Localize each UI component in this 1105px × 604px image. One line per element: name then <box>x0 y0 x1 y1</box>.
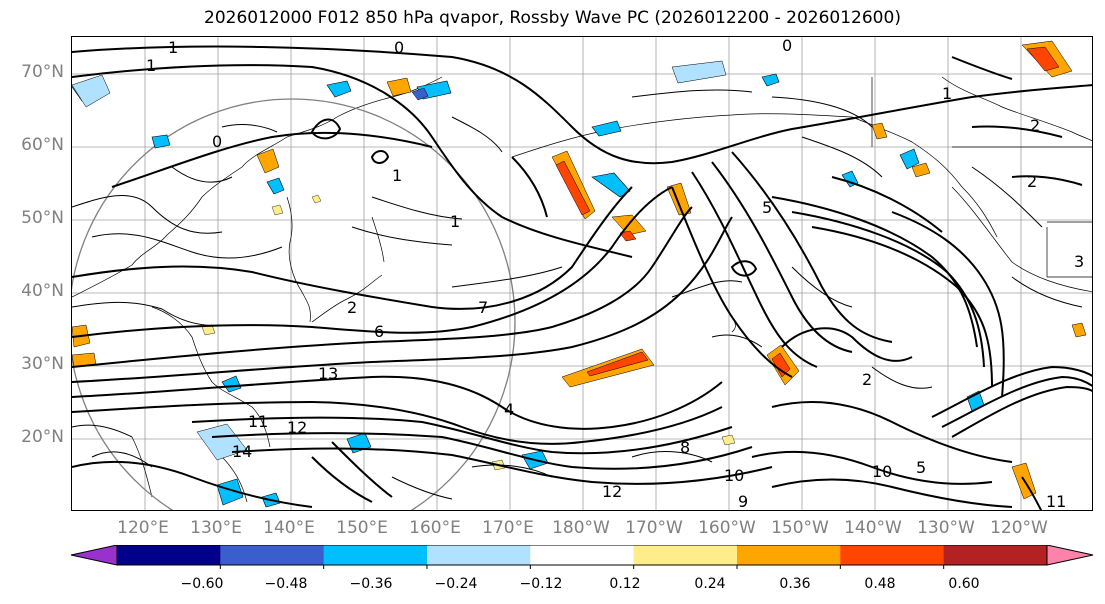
contour-label: 1 <box>146 56 156 75</box>
lon-label-160e: 160°E <box>409 518 461 538</box>
contour-label: 2 <box>862 370 872 389</box>
lon-label-120w: 120°W <box>990 518 1048 538</box>
colorbar-tick: 0.12 <box>609 576 641 592</box>
lon-label-140w: 140°W <box>844 518 902 538</box>
colorbar-segment <box>840 545 945 565</box>
lon-label-160w: 160°W <box>698 518 756 538</box>
contour-label: 6 <box>374 322 384 341</box>
colorbar-tick: −0.24 <box>434 576 478 592</box>
coastlines <box>72 76 1092 503</box>
lon-label-170w: 170°W <box>625 518 683 538</box>
reference-circle <box>72 98 516 510</box>
lat-label-20n: 20°N <box>21 427 64 447</box>
lon-label-120e: 120°E <box>117 518 169 538</box>
lon-label-130w: 130°W <box>917 518 975 538</box>
contour-label: 11 <box>1046 492 1066 511</box>
colorbar-tick: −0.36 <box>349 576 393 592</box>
colorbar-tick: −0.48 <box>264 576 308 592</box>
map-canvas: 1 0 1 0 1 2 1 2 0 1 2 2 3 4 5 6 7 8 9 10… <box>72 37 1092 511</box>
lon-label-170e: 170°E <box>482 518 534 538</box>
lat-label-70n: 70°N <box>21 62 64 82</box>
contour-label: 12 <box>602 482 622 501</box>
lat-label-40n: 40°N <box>21 281 64 301</box>
contour-label: 1 <box>168 38 178 57</box>
colorbar-extend-low <box>70 545 118 566</box>
contour-label: 9 <box>738 492 748 511</box>
colorbar-tick: 0.60 <box>948 576 980 592</box>
map-panel: 1 0 1 0 1 2 1 2 0 1 2 2 3 4 5 6 7 8 9 10… <box>71 36 1093 511</box>
contour-label: 2 <box>1030 116 1040 135</box>
qvapor-contours <box>72 89 1083 500</box>
colorbar <box>70 545 1094 569</box>
colorbar-tick: 0.24 <box>694 576 726 592</box>
contour-label: 2 <box>1027 172 1037 191</box>
contour-label: 14 <box>232 442 252 461</box>
colorbar-segment <box>117 545 221 565</box>
contour-label: 13 <box>318 364 338 383</box>
contour-label: 4 <box>504 400 514 419</box>
rossby-pc-contours <box>72 45 1092 510</box>
colorbar-tick: 0.36 <box>779 576 811 592</box>
contour-label: 11 <box>248 412 268 431</box>
colorbar-extend-high <box>1046 545 1094 566</box>
colorbar-segment <box>323 545 428 565</box>
contour-label: 1 <box>942 84 952 103</box>
colorbar-segment <box>530 545 635 565</box>
lon-label-140e: 140°E <box>263 518 315 538</box>
lat-label-60n: 60°N <box>21 135 64 155</box>
contour-labels: 1 0 1 0 1 2 1 2 0 1 2 2 3 4 5 6 7 8 9 10… <box>146 37 1084 511</box>
contour-label: 0 <box>394 38 404 57</box>
contour-label: 1 <box>450 212 460 231</box>
contour-label: 10 <box>872 462 892 481</box>
colorbar-segment <box>633 545 738 565</box>
colorbar-segment <box>427 545 531 565</box>
colorbar-segment <box>220 545 325 565</box>
contour-label: 8 <box>680 438 690 457</box>
contour-label: 5 <box>916 458 926 477</box>
plot-title: 2026012000 F012 850 hPa qvapor, Rossby W… <box>204 8 901 28</box>
colorbar-segment <box>943 545 1048 565</box>
colorbar-tick: −0.12 <box>519 576 563 592</box>
colorbar-tick: −0.60 <box>180 576 224 592</box>
lat-label-30n: 30°N <box>21 354 64 374</box>
contour-label: 0 <box>782 37 792 55</box>
lat-label-50n: 50°N <box>21 208 64 228</box>
colorbar-tick: 0.48 <box>864 576 896 592</box>
contour-label: 0 <box>212 132 222 151</box>
contour-label: 10 <box>724 466 744 485</box>
contour-label: 12 <box>287 418 307 437</box>
contour-label: 3 <box>1074 252 1084 271</box>
lon-label-130e: 130°E <box>190 518 242 538</box>
contour-label: 5 <box>762 198 772 217</box>
lon-label-150e: 150°E <box>336 518 388 538</box>
colorbar-segment <box>737 545 841 565</box>
contour-label: 1 <box>392 166 402 185</box>
contour-label: 2 <box>347 298 357 317</box>
lon-label-180w: 180°W <box>552 518 610 538</box>
lon-label-150w: 150°W <box>771 518 829 538</box>
contour-label: 7 <box>478 298 488 317</box>
